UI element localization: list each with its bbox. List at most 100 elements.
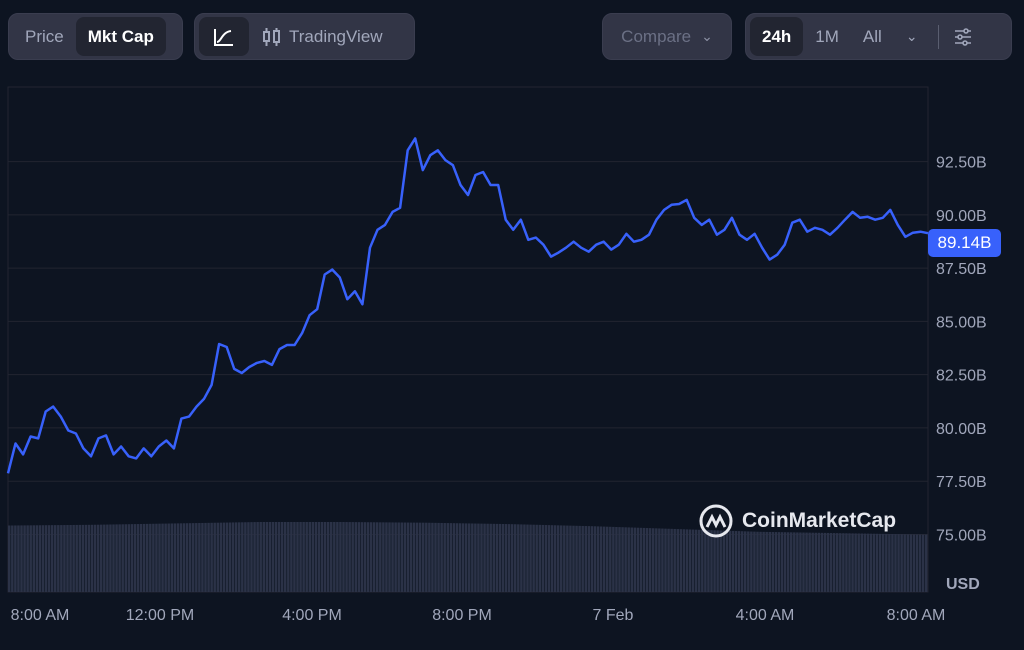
volume-bar	[731, 530, 735, 592]
volume-bar	[596, 526, 600, 592]
volume-bar	[458, 523, 462, 592]
volume-bar	[461, 523, 465, 592]
volume-bar	[563, 525, 566, 592]
range-all[interactable]: All	[862, 26, 882, 46]
volume-bar	[811, 532, 814, 592]
volume-bar	[363, 522, 367, 592]
volume-bar	[425, 522, 428, 592]
volume-bar	[780, 532, 784, 592]
volume-bar	[161, 523, 164, 592]
volume-bar	[829, 533, 833, 592]
volume-bar	[538, 524, 541, 592]
volume-bar	[783, 532, 787, 592]
volume-bar	[888, 533, 891, 592]
volume-bar	[17, 525, 20, 592]
volume-bar	[498, 523, 502, 592]
volume-bar	[201, 522, 204, 592]
tradingview-button[interactable]: TradingView	[249, 17, 395, 56]
line-chart-button[interactable]	[199, 17, 249, 56]
range-24h[interactable]: 24h	[750, 17, 804, 56]
more-ranges-chevron-icon[interactable]: ⌄	[905, 28, 918, 44]
volume-bar	[676, 529, 679, 592]
volume-bar	[164, 523, 167, 592]
volume-bar	[661, 528, 664, 592]
tradingview-label: TradingView	[289, 26, 383, 46]
volume-bar	[786, 532, 790, 592]
volume-bar	[572, 525, 575, 592]
volume-bar	[54, 525, 57, 592]
volume-bar	[428, 522, 431, 592]
volume-bar	[860, 533, 863, 592]
volume-bar	[593, 526, 597, 592]
volume-bar	[814, 532, 817, 592]
coinmarketcap-logo-icon	[699, 504, 733, 538]
volume-bar	[360, 522, 364, 592]
volume-bar	[636, 527, 640, 592]
volume-bar	[836, 533, 839, 592]
volume-bar	[103, 524, 106, 592]
volume-bar	[84, 524, 88, 592]
settings-button[interactable]	[947, 17, 979, 56]
price-tab[interactable]: Price	[25, 26, 64, 46]
volume-bar	[231, 522, 235, 592]
volume-bar	[704, 529, 707, 592]
range-1m[interactable]: 1M	[815, 26, 839, 46]
volume-bar	[737, 531, 741, 592]
volume-bar	[382, 522, 385, 592]
volume-bar	[685, 529, 689, 592]
volume-bar	[924, 534, 928, 592]
volume-bar	[455, 523, 459, 592]
volume-bar	[471, 523, 474, 592]
volume-bar	[673, 528, 676, 592]
volume-bar	[747, 531, 750, 592]
volume-bar	[210, 522, 213, 592]
volume-bar	[87, 524, 91, 592]
volume-bar	[532, 524, 535, 592]
volume-bar	[627, 527, 630, 592]
volume-bar	[535, 524, 538, 592]
volume-bar	[47, 525, 51, 592]
volume-bar	[345, 522, 348, 592]
volume-bar	[302, 522, 305, 592]
volume-bar	[507, 524, 511, 592]
volume-bar	[710, 530, 713, 592]
volume-bar	[176, 523, 180, 592]
volume-bar	[642, 527, 646, 592]
volume-bar	[823, 532, 827, 592]
volume-bar	[848, 533, 851, 592]
volume-bar	[756, 531, 759, 592]
volume-bar	[271, 522, 275, 592]
volume-bar	[750, 531, 753, 592]
volume-bar	[198, 523, 201, 592]
volume-bar	[912, 534, 916, 592]
volume-bar	[541, 524, 545, 592]
volume-bar	[796, 532, 799, 592]
compare-dropdown[interactable]: Compare ⌄	[602, 13, 732, 60]
volume-bar	[72, 524, 75, 592]
volume-bar	[440, 522, 443, 592]
volume-bar	[20, 525, 23, 592]
volume-bar	[29, 525, 32, 592]
volume-bar	[93, 524, 97, 592]
volume-bar	[23, 525, 26, 592]
volume-bar	[406, 522, 410, 592]
volume-bar	[50, 525, 54, 592]
volume-bar	[354, 522, 357, 592]
volume-bar	[357, 522, 361, 592]
volume-bar	[204, 522, 207, 592]
volume-bar	[510, 524, 514, 592]
sliders-icon	[954, 27, 971, 46]
volume-bar	[845, 533, 848, 592]
volume-bar	[517, 524, 520, 592]
volume-bar	[259, 522, 262, 592]
volume-bar	[146, 523, 149, 592]
volume-bar	[41, 525, 45, 592]
volume-bar	[489, 523, 492, 592]
volume-bar	[403, 522, 407, 592]
volume-bar	[648, 528, 652, 592]
volume-bar	[305, 522, 308, 592]
volume-bar	[885, 533, 888, 592]
volume-bar	[609, 526, 612, 592]
volume-bar	[130, 524, 134, 592]
mkt-cap-tab[interactable]: Mkt Cap	[75, 17, 166, 56]
